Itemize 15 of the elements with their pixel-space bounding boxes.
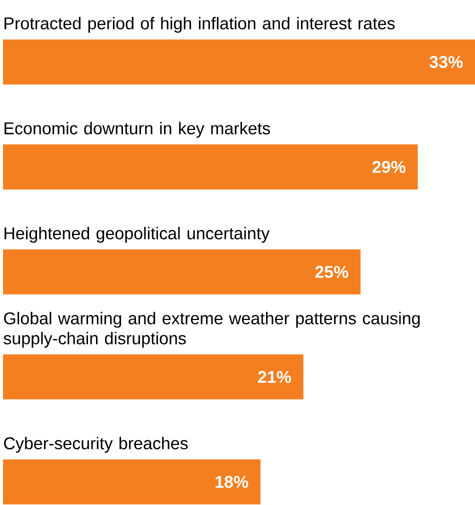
y-tick-label: Protracted period of high inflation and interest rates (4, 16, 395, 33)
y-tick-label: Cyber-security breaches (4, 436, 188, 453)
data-label: 25% (315, 266, 348, 278)
bar (3, 354, 304, 400)
bar (3, 459, 260, 504)
bar (3, 249, 361, 294)
y-tick-label: Heightened geopolitical uncertainty (4, 226, 270, 243)
bar (3, 144, 418, 190)
data-label: 29% (372, 160, 406, 173)
y-tick-label: Economic downturn in key markets (4, 122, 270, 138)
data-label: 21% (258, 370, 292, 383)
bar (3, 39, 475, 84)
data-label: 18% (216, 476, 248, 488)
data-label: 33% (430, 56, 463, 68)
y-tick-label: Global warming and extreme weather patterns causing supply-chain disruptions (4, 312, 420, 348)
